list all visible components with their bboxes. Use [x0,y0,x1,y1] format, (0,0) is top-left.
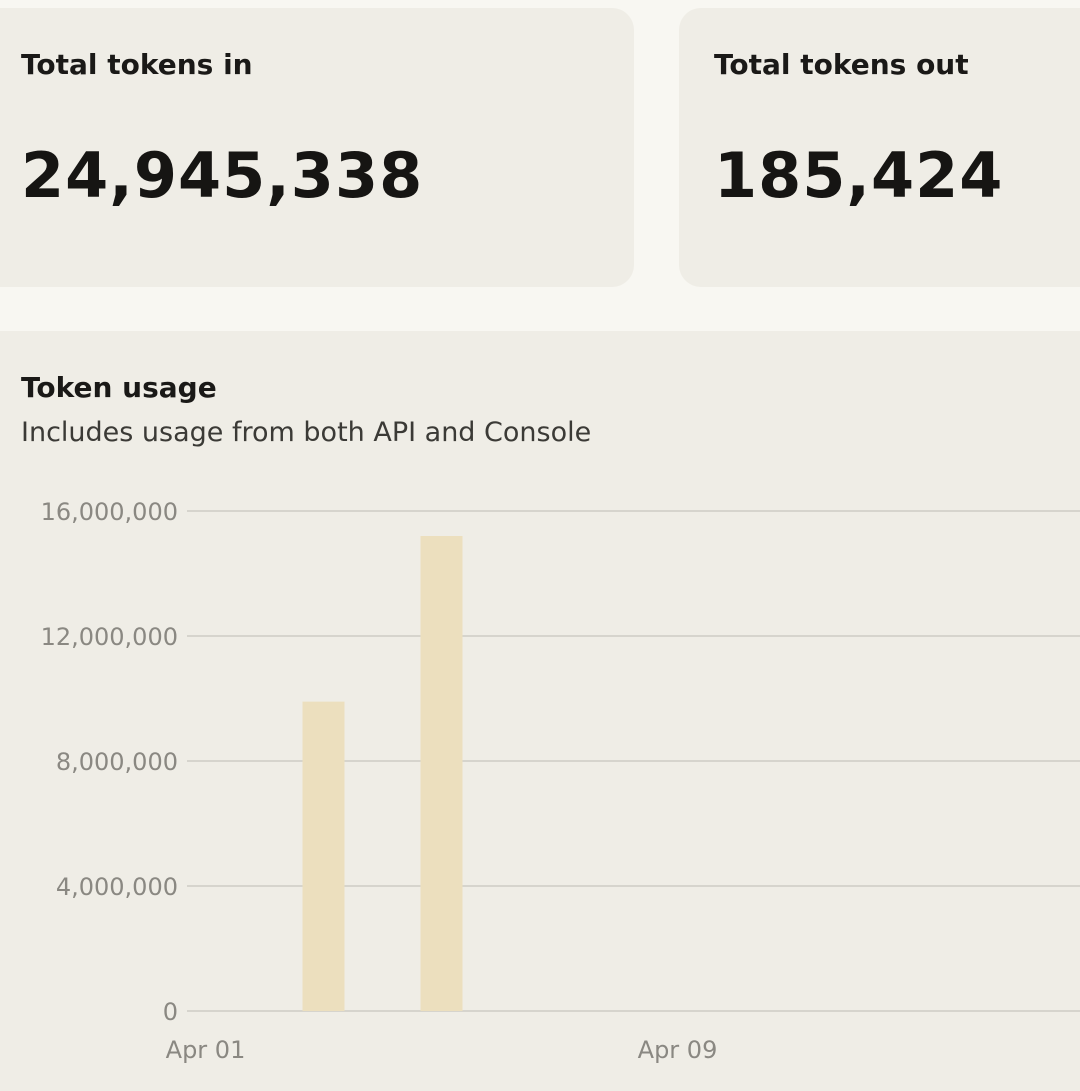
y-tick-label: 16,000,000 [41,498,178,526]
chart-x-axis: Apr 01 Apr 09 [166,1036,718,1064]
total-tokens-in-card: Total tokens in 24,945,338 [0,8,634,287]
bar-apr-03[interactable] [302,701,345,1011]
total-tokens-out-label: Total tokens out [714,48,969,81]
total-tokens-out-card: Total tokens out 185,424 [679,8,1080,287]
bar-apr-05[interactable] [420,536,463,1011]
token-usage-card: 0 4,000,000 8,000,000 12,000,000 16,000,000 … [0,331,1080,1091]
chart-subtitle: Includes usage from both API and Console [21,417,592,448]
y-tick-label: 8,000,000 [56,748,178,776]
total-tokens-out-value: 185,424 [714,139,1004,212]
token-usage-chart: 04,000,0008,000,00012,000,00016,000,000 … [41,498,1080,1064]
y-tick-label: 4,000,000 [56,873,178,901]
total-tokens-in-label: Total tokens in [21,48,253,81]
total-tokens-in-value: 24,945,338 [21,139,424,212]
x-tick-label: Apr 09 [638,1036,718,1064]
x-tick-label: Apr 01 [166,1036,246,1064]
y-tick-label: 12,000,000 [41,623,178,651]
y-tick-label: 0 [163,998,178,1026]
chart-title: Token usage [21,371,217,404]
chart-y-axis: 0 4,000,000 8,000,000 12,000,000 16,000,000 [41,498,178,1026]
chart-bars [302,536,463,1011]
